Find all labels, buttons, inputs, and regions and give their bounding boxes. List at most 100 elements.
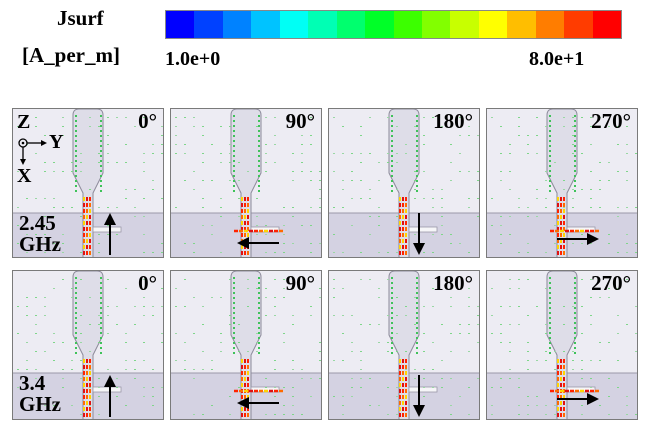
field-dot (554, 369, 556, 370)
field-dot (378, 405, 380, 406)
field-dot (581, 306, 583, 307)
edge-current-dot (549, 287, 551, 289)
field-dot (26, 342, 28, 343)
field-dot (44, 135, 46, 136)
edge-current-dot (75, 140, 77, 142)
field-dot (441, 198, 443, 199)
field-dot (71, 162, 73, 163)
field-dot (378, 207, 380, 208)
field-dot (536, 189, 538, 190)
field-dot (563, 306, 565, 307)
edge-current-dot (416, 302, 418, 304)
field-dot (626, 207, 628, 208)
edge-current-dot (233, 165, 235, 167)
field-dot (396, 351, 398, 352)
field-dot (491, 333, 493, 334)
field-dot (509, 279, 511, 280)
field-dot (378, 252, 380, 253)
field-dot (500, 342, 502, 343)
field-dot (545, 207, 547, 208)
edge-current-dot (416, 145, 418, 147)
colorbar-swatch (564, 11, 593, 38)
field-dot (527, 243, 529, 244)
field-dot (396, 414, 398, 415)
field-dot (590, 126, 592, 127)
edge-current-dot (100, 312, 102, 314)
field-dot (274, 360, 276, 361)
edge-current-dot (258, 180, 260, 182)
field-dot (301, 153, 303, 154)
field-dot (62, 378, 64, 379)
field-dot (468, 387, 470, 388)
edge-current-dot (391, 287, 393, 289)
edge-current-dot (574, 327, 576, 329)
field-dot (62, 126, 64, 127)
field-dot (301, 378, 303, 379)
field-dot (635, 252, 637, 253)
edge-current-dot (100, 135, 102, 137)
field-dot (500, 180, 502, 181)
field-dot (107, 279, 109, 280)
field-dot (527, 369, 529, 370)
field-dot (477, 324, 479, 325)
field-dot (310, 396, 312, 397)
field-dot (581, 378, 583, 379)
edge-current-dot (258, 140, 260, 142)
field-dot (450, 234, 452, 235)
field-dot (53, 198, 55, 199)
edge-current-dot (549, 160, 551, 162)
field-dot (310, 171, 312, 172)
field-dot (220, 198, 222, 199)
field-dot (80, 279, 82, 280)
field-dot (626, 144, 628, 145)
field-dot (626, 252, 628, 253)
field-dot (414, 198, 416, 199)
field-dot (626, 153, 628, 154)
rotation-angle-label: 270° (591, 109, 631, 133)
field-dot (545, 171, 547, 172)
edge-current-dot (258, 145, 260, 147)
field-dot (143, 126, 145, 127)
current-direction-arrow (557, 393, 599, 405)
field-dot (572, 207, 574, 208)
antenna-current-plot (329, 271, 479, 419)
edge-current-dot (258, 297, 260, 299)
field-dot (635, 333, 637, 334)
field-dot (527, 252, 529, 253)
antenna-current-plot (13, 109, 163, 257)
field-dot (527, 396, 529, 397)
field-dot (342, 315, 344, 316)
field-dot (590, 315, 592, 316)
field-dot (432, 234, 434, 235)
field-dot (491, 117, 493, 118)
edge-current-dot (100, 145, 102, 147)
field-dot (360, 135, 362, 136)
field-dot (98, 378, 100, 379)
field-dot (333, 297, 335, 298)
antenna-current-plot (13, 271, 163, 419)
field-dot (319, 180, 321, 181)
field-dot (468, 252, 470, 253)
edge-current-dot (100, 342, 102, 344)
field-dot (608, 288, 610, 289)
field-dot (256, 288, 258, 289)
antenna-radiator (72, 109, 104, 257)
field-dot (423, 198, 425, 199)
current-panel: 270° (486, 270, 638, 420)
field-dot (545, 288, 547, 289)
field-dot (459, 333, 461, 334)
field-dot (360, 126, 362, 127)
field-dot (35, 315, 37, 316)
edge-current-dot (100, 297, 102, 299)
field-dot (26, 315, 28, 316)
field-dot (202, 324, 204, 325)
field-dot (161, 144, 163, 145)
edge-current-dot (574, 302, 576, 304)
edge-current-dot (574, 180, 576, 182)
field-dot (369, 378, 371, 379)
field-dot (441, 126, 443, 127)
field-dot (292, 216, 294, 217)
field-dot (518, 414, 520, 415)
edge-current-dot (391, 165, 393, 167)
field-dot (62, 243, 64, 244)
